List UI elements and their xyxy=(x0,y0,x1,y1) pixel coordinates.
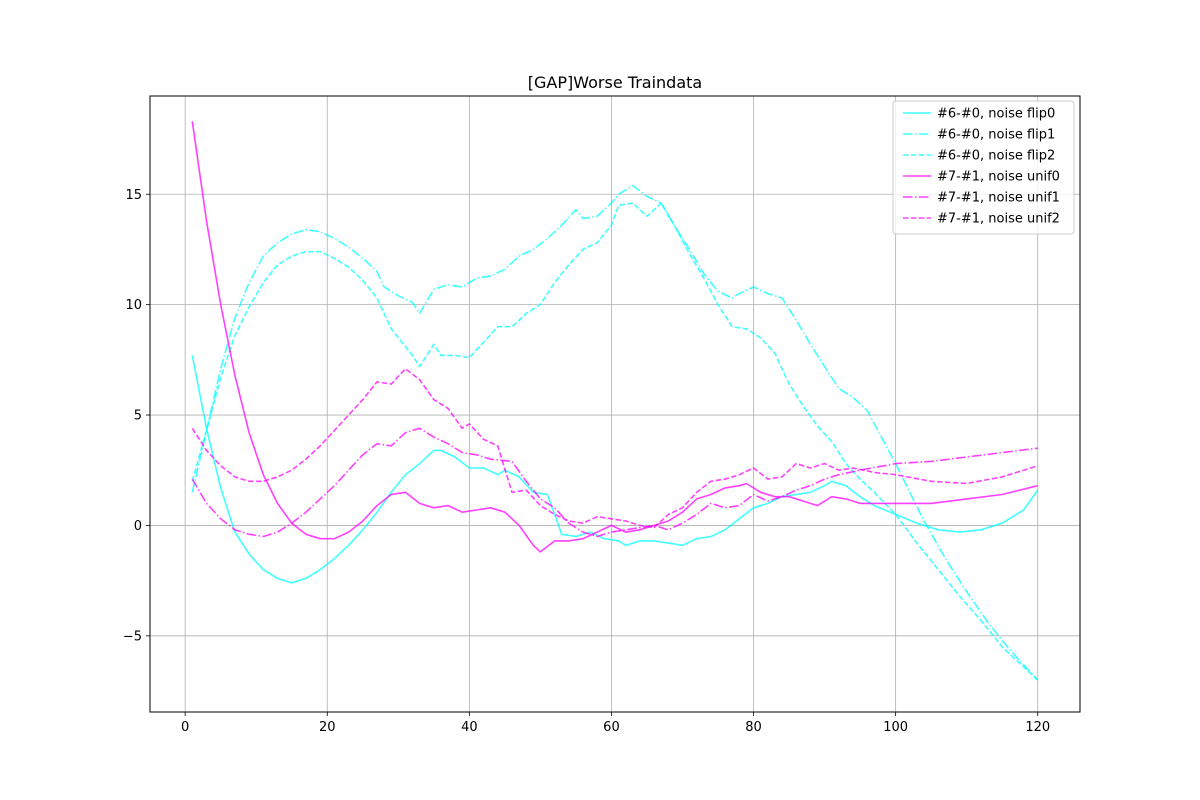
legend-label: #6-#0, noise flip0 xyxy=(937,107,1055,122)
legend-label: #7-#1, noise unif0 xyxy=(937,170,1060,185)
legend-box xyxy=(892,100,1075,235)
y-tick-label: −5 xyxy=(123,629,142,644)
legend: #6-#0, noise flip0 #6-#0, noise flip1 #6-#… xyxy=(892,100,1075,235)
x-tick-label: 40 xyxy=(461,720,478,735)
x-axis: 0 20 40 60 80 100 120 xyxy=(181,712,1050,735)
x-tick-label: 100 xyxy=(883,720,908,735)
y-axis: −5 0 5 10 15 xyxy=(123,188,150,644)
legend-label: #7-#1, noise unif1 xyxy=(937,191,1060,206)
y-tick-label: 5 xyxy=(134,409,142,424)
series-line-1 xyxy=(191,355,1039,584)
x-tick-label: 0 xyxy=(181,720,189,735)
legend-label: #7-#1, noise unif2 xyxy=(937,212,1060,227)
y-tick-label: 15 xyxy=(125,188,142,203)
series-layer xyxy=(191,121,1039,681)
x-tick-label: 80 xyxy=(745,720,762,735)
series-line-6 xyxy=(191,367,1038,529)
plot-frame xyxy=(149,95,1081,713)
y-tick-label: 0 xyxy=(134,519,142,534)
chart-title: [GAP]Worse Traindata xyxy=(528,73,702,92)
x-tick-label: 20 xyxy=(319,720,336,735)
series-line-2 xyxy=(191,184,1039,681)
series-line-3 xyxy=(191,202,1039,681)
legend-label: #6-#0, noise flip2 xyxy=(937,149,1055,164)
y-tick-label: 10 xyxy=(125,298,142,313)
x-tick-label: 60 xyxy=(603,720,620,735)
x-tick-label: 120 xyxy=(1025,720,1050,735)
legend-label: #6-#0, noise flip1 xyxy=(937,128,1055,143)
series-line-5 xyxy=(191,427,1038,538)
series-line-4 xyxy=(191,121,1038,553)
